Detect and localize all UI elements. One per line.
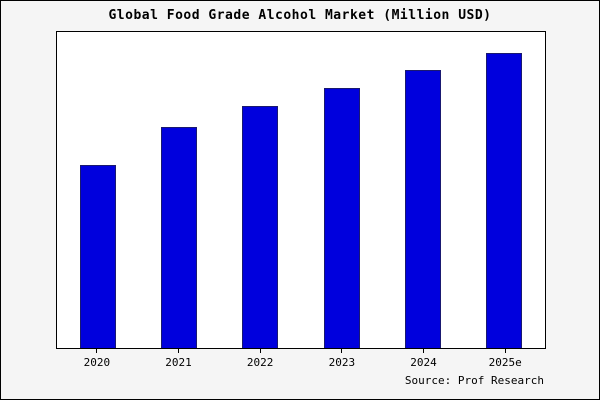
x-tick: 2022 [219,349,301,369]
bar [79,164,116,348]
bar-column [301,32,382,348]
chart-title: Global Food Grade Alcohol Market (Millio… [108,8,492,23]
bar-column [382,32,463,348]
x-tick-label: 2023 [328,356,356,369]
source-note: Source: Prof Research [404,374,544,387]
x-tick: 2023 [301,349,383,369]
x-tick-label: 2021 [165,356,192,369]
tick-mark [504,349,506,353]
tick-mark [178,349,179,353]
tick-mark [259,349,261,353]
x-tick: 2020 [56,349,138,369]
x-tick-label: 2022 [246,356,274,369]
bars [57,32,545,348]
x-labels: 2020 2021 2022 2023 2024 2025e [56,349,546,369]
bar [404,70,441,348]
bar-column [464,32,545,348]
plot-area [56,31,546,349]
x-tick: 2025e [464,349,546,369]
bar [242,105,279,348]
bar [323,88,360,348]
bar [160,126,197,348]
bar [486,52,523,348]
x-tick-label: 2025e [488,356,522,369]
tick-mark [423,349,425,353]
tick-mark [96,349,98,353]
tick-mark [341,349,343,353]
bar-column [138,32,219,348]
bar-column [220,32,301,348]
x-tick-label: 2020 [83,356,111,369]
x-tick-label: 2024 [410,356,437,369]
x-tick: 2024 [383,349,465,369]
x-tick: 2021 [138,349,220,369]
bar-column [57,32,138,348]
